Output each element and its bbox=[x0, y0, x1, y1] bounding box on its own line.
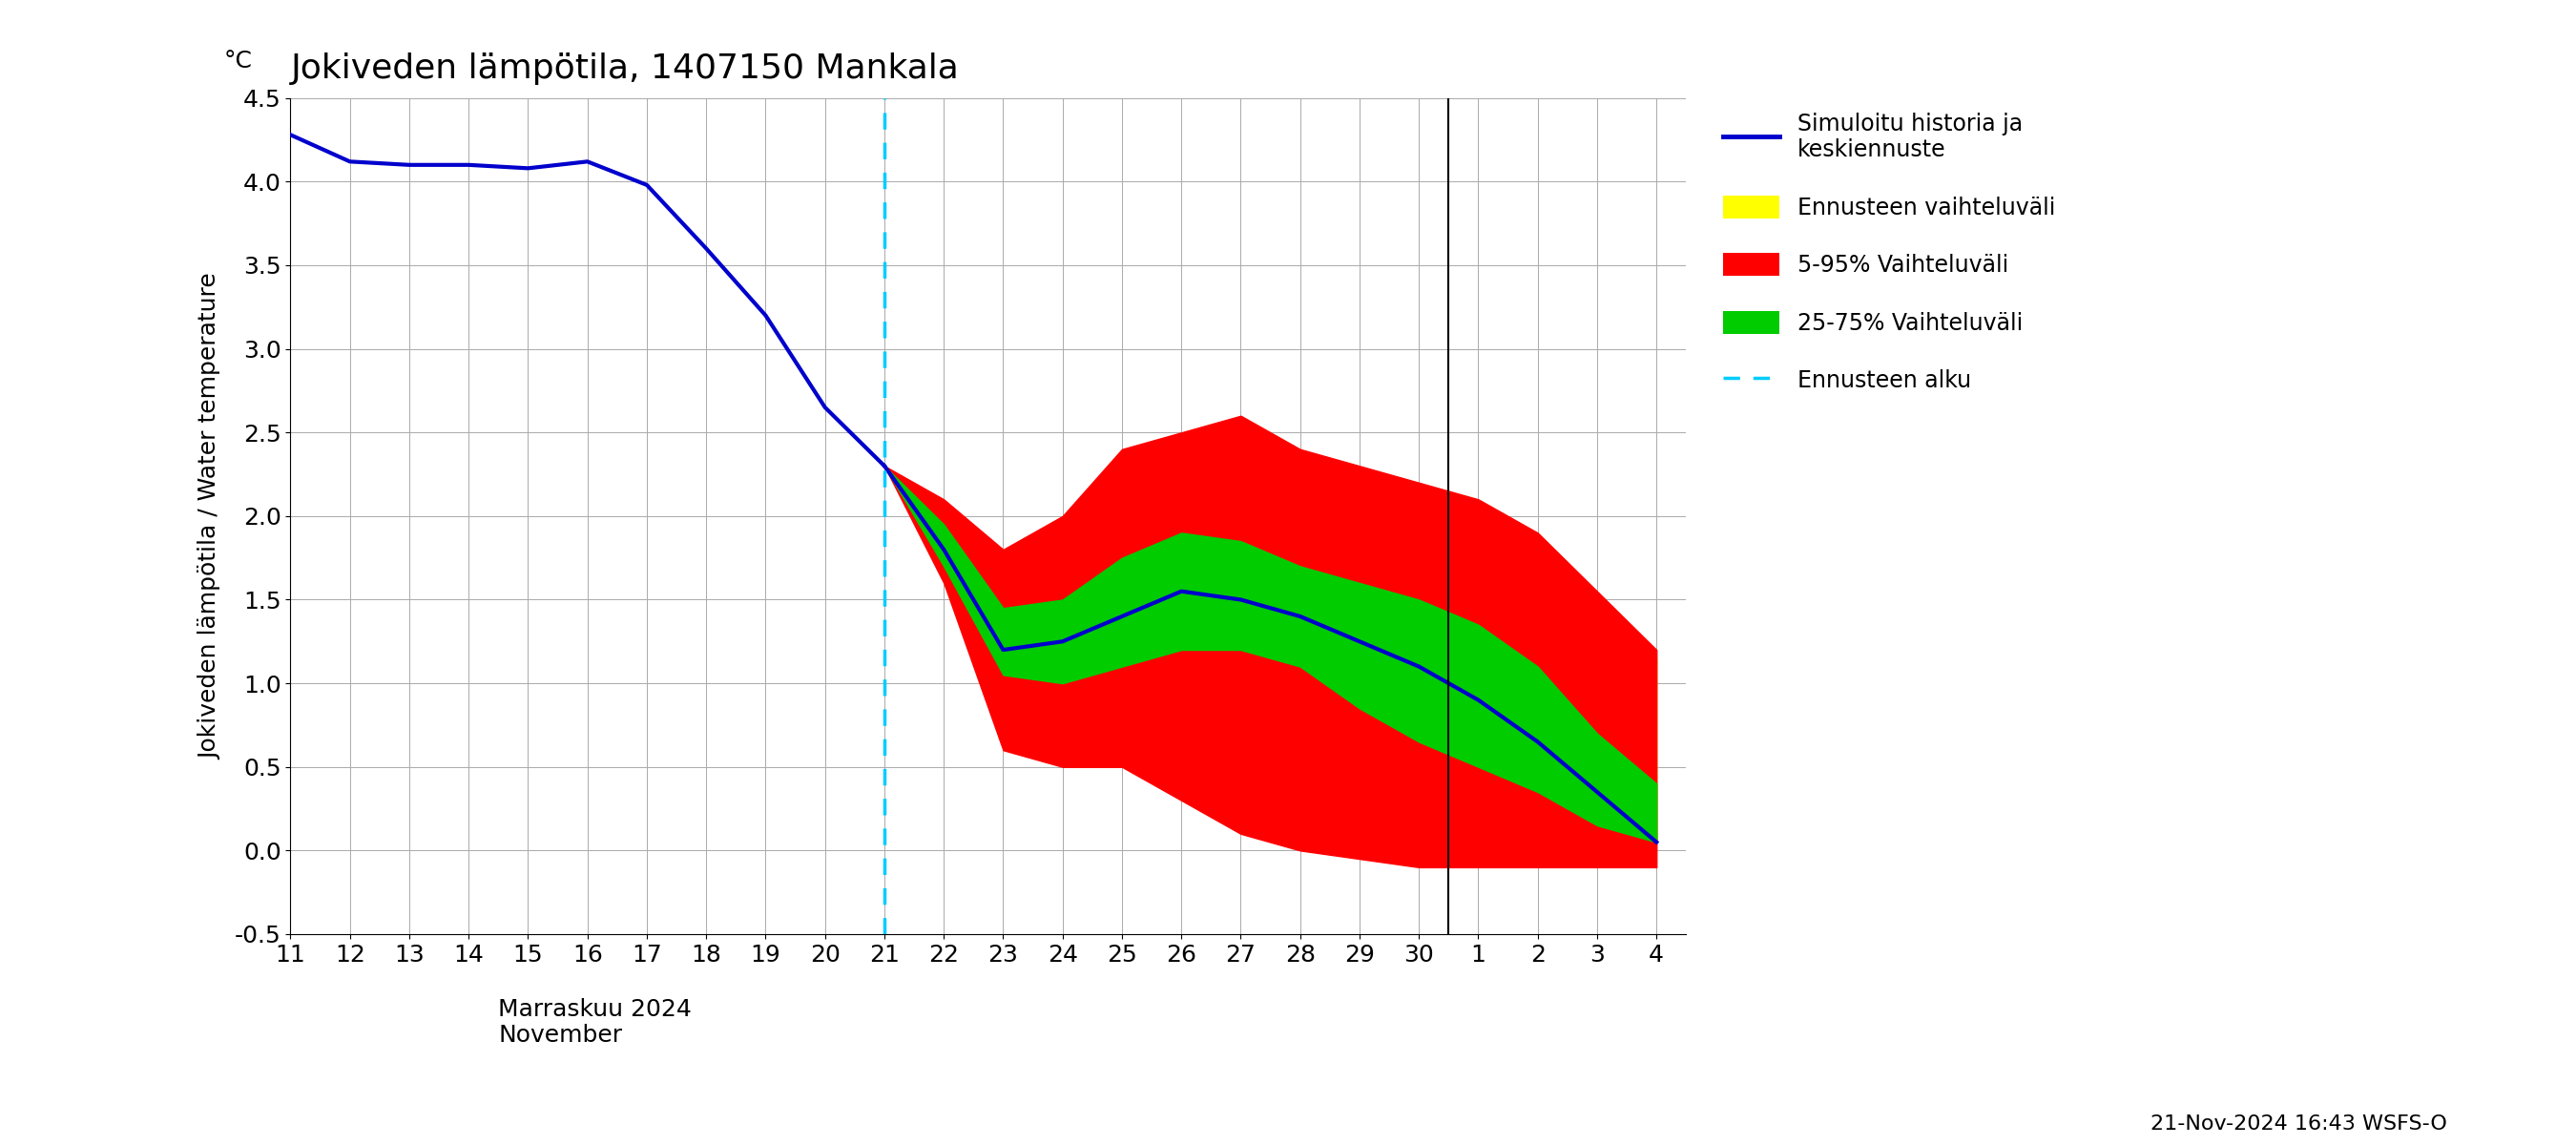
Y-axis label: Jokiveden lämpötila / Water temperature: Jokiveden lämpötila / Water temperature bbox=[198, 273, 222, 759]
Text: °C: °C bbox=[224, 50, 252, 73]
Legend: Simuloitu historia ja
keskiennuste, Ennusteen vaihteluväli, 5-95% Vaihteluväli, : Simuloitu historia ja keskiennuste, Ennu… bbox=[1710, 101, 2066, 404]
Text: 21-Nov-2024 16:43 WSFS-O: 21-Nov-2024 16:43 WSFS-O bbox=[2151, 1114, 2447, 1134]
Text: Marraskuu 2024
November: Marraskuu 2024 November bbox=[497, 997, 693, 1047]
Text: Jokiveden lämpötila, 1407150 Mankala: Jokiveden lämpötila, 1407150 Mankala bbox=[291, 53, 958, 85]
